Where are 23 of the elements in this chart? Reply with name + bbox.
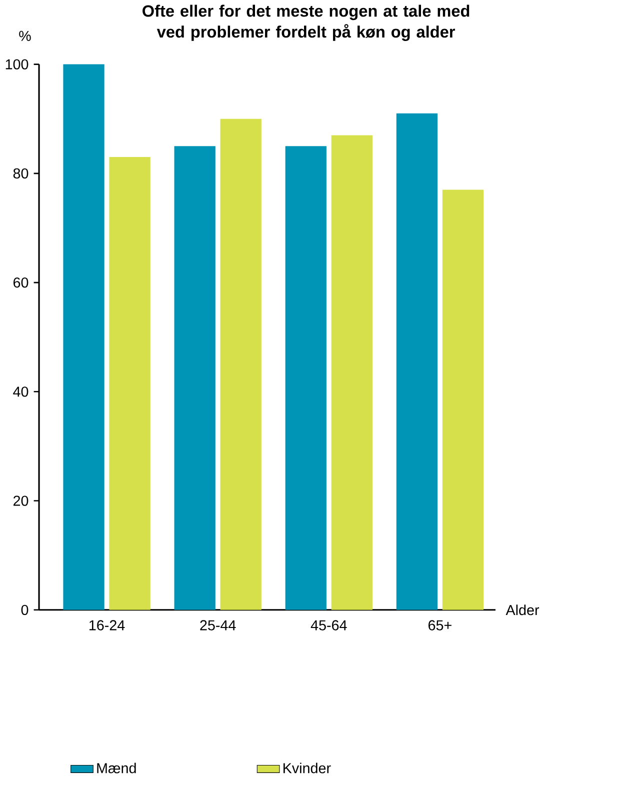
bar [331, 135, 372, 610]
legend-label: Mænd [97, 762, 136, 774]
bar [174, 146, 216, 610]
bar [396, 113, 438, 610]
x-tick-label: 45-64 [310, 620, 347, 630]
y-tick-label: 40 [13, 386, 28, 397]
y-axis-title: % [19, 30, 31, 41]
y-tick-label: 100 [6, 59, 28, 70]
x-axis-title: Alder [506, 604, 540, 616]
bar [109, 157, 150, 610]
bar [220, 118, 262, 610]
bar [442, 190, 484, 610]
y-tick-label: 0 [21, 604, 28, 615]
legend-label: Kvinder [284, 762, 331, 774]
chart-title: Ofte eller for det meste nogen at tale med ved problemer fordelt på køn og alder [142, 4, 470, 41]
y-tick-label: 60 [14, 277, 28, 288]
x-tick-label: 65+ [428, 620, 452, 630]
y-tick-label: 20 [14, 496, 28, 506]
x-tick-label: 25-44 [200, 620, 236, 630]
bar [63, 64, 104, 610]
x-tick-label: 16-24 [90, 620, 125, 630]
y-tick-label: 80 [13, 168, 28, 179]
bar [285, 146, 326, 610]
